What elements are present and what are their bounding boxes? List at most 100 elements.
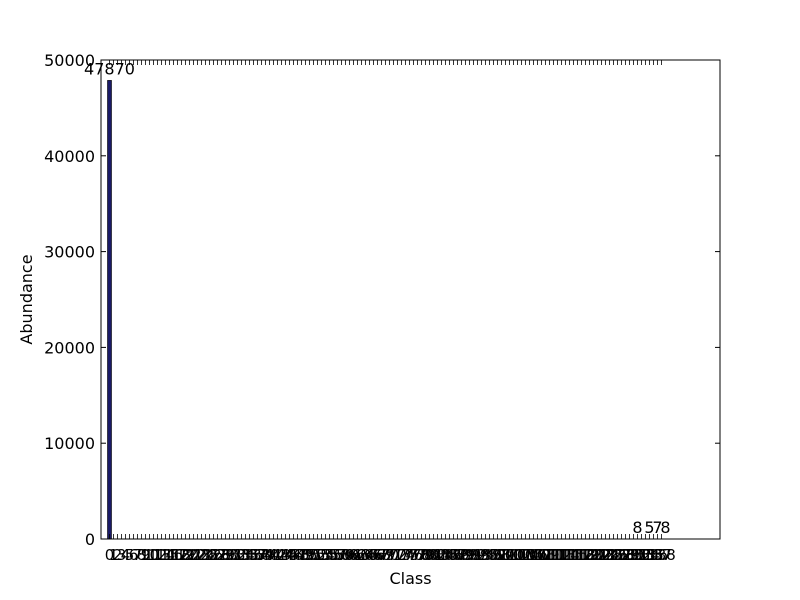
x-tick-label: 23	[192, 546, 211, 564]
x-tick-label: 103	[507, 546, 536, 564]
x-tick-label: 21	[184, 546, 203, 564]
x-tick-label: 43	[272, 546, 291, 564]
x-tick-label: 52	[308, 546, 327, 564]
x-tick-label: 17	[168, 546, 187, 564]
x-tick-label: 24	[196, 546, 215, 564]
x-tick-label: 120	[575, 546, 604, 564]
x-tick-label: 27	[208, 546, 227, 564]
x-tick-label: 41	[264, 546, 283, 564]
x-tick-label: 121	[579, 546, 608, 564]
y-tick-label: 30000	[44, 243, 95, 262]
x-tick-label: 13	[152, 546, 171, 564]
x-tick-label: 130	[615, 546, 644, 564]
x-tick-label: 108	[527, 546, 556, 564]
x-tick-label: 9	[141, 546, 151, 564]
x-tick-label: 22	[188, 546, 207, 564]
x-tick-label: 55	[320, 546, 339, 564]
x-tick-label: 29	[216, 546, 235, 564]
x-tick-label: 60	[340, 546, 359, 564]
x-tick-label: 126	[599, 546, 628, 564]
x-tick-label: 47	[288, 546, 307, 564]
x-tick-label: 109	[531, 546, 560, 564]
x-tick-label: 128	[607, 546, 636, 564]
x-tick-label: 16	[164, 546, 183, 564]
x-tick-label: 40	[260, 546, 279, 564]
x-tick-label: 42	[268, 546, 287, 564]
x-tick-label: 125	[595, 546, 624, 564]
x-tick-label: 111	[539, 546, 568, 564]
y-axis-label: Abundance	[17, 254, 36, 344]
x-tick-label: 74	[396, 546, 415, 564]
x-tick-label: 45	[280, 546, 299, 564]
x-tick-label: 113	[547, 546, 576, 564]
x-tick-label: 134	[631, 546, 660, 564]
x-tick-label: 114	[551, 546, 580, 564]
x-tick-label: 94	[476, 546, 495, 564]
x-tick-label: 116	[559, 546, 588, 564]
plot-frame	[100, 59, 721, 540]
x-tick-label: 117	[563, 546, 592, 564]
y-ticks: 0 10000 20000 30000 40000 50000	[44, 51, 720, 549]
x-tick-label: 54	[316, 546, 335, 564]
x-tick-label: 73	[392, 546, 411, 564]
x-tick-label: 137	[643, 546, 672, 564]
x-tick-label: 78	[412, 546, 431, 564]
x-tick-label: 80	[420, 546, 439, 564]
data-label: 8	[660, 518, 670, 537]
x-tick-label: 86	[444, 546, 463, 564]
x-tick-label: 81	[424, 546, 443, 564]
x-tick-label: 59	[336, 546, 355, 564]
x-tick-label: 135	[635, 546, 664, 564]
x-tick-label: 64	[356, 546, 375, 564]
x-tick-label: 2	[113, 546, 123, 564]
x-tick-label: 56	[324, 546, 343, 564]
x-tick-label: 7	[133, 546, 143, 564]
x-tick-label: 10	[140, 546, 159, 564]
x-tick-label: 69	[376, 546, 395, 564]
x-tick-label: 119	[571, 546, 600, 564]
x-tick-label: 15	[160, 546, 179, 564]
x-tick-label: 71	[384, 546, 403, 564]
x-tick-label: 133	[627, 546, 656, 564]
x-tick-label: 18	[172, 546, 191, 564]
x-tick-label: 129	[611, 546, 640, 564]
x-tick-label: 122	[583, 546, 612, 564]
x-tick-label: 105	[515, 546, 544, 564]
data-label: 5	[644, 518, 654, 537]
x-tick-label: 83	[432, 546, 451, 564]
x-tick-label: 93	[472, 546, 491, 564]
x-tick-label: 20	[180, 546, 199, 564]
x-tick-label: 138	[647, 546, 676, 564]
x-tick-label: 3	[117, 546, 127, 564]
x-tick-label: 49	[296, 546, 315, 564]
x-tick-label: 67	[368, 546, 387, 564]
x-tick-label: 30	[220, 546, 239, 564]
x-tick-label: 11	[144, 546, 163, 564]
x-tick-label: 100	[495, 546, 524, 564]
x-tick-label: 46	[284, 546, 303, 564]
y-tick-label: 40000	[44, 147, 95, 166]
bar	[107, 80, 112, 540]
x-tick-label: 96	[484, 546, 503, 564]
x-tick-label: 34	[236, 546, 255, 564]
x-tick-label: 77	[408, 546, 427, 564]
x-tick-label: 110	[535, 546, 564, 564]
x-tick-label: 127	[603, 546, 632, 564]
bars-group	[107, 80, 668, 540]
x-tick-label: 89	[456, 546, 475, 564]
x-tick-label: 107	[523, 546, 552, 564]
x-tick-label: 62	[348, 546, 367, 564]
x-tick-label: 124	[591, 546, 620, 564]
x-tick-label: 65	[360, 546, 379, 564]
x-tick-label: 88	[452, 546, 471, 564]
x-tick-label: 61	[344, 546, 363, 564]
data-labels: 47870 8 578	[84, 59, 671, 537]
x-tick-label: 53	[312, 546, 331, 564]
x-tick-label: 63	[352, 546, 371, 564]
x-tick-label: 5	[125, 546, 135, 564]
x-tick-label: 97	[488, 546, 507, 564]
x-tick-label: 98	[492, 546, 511, 564]
x-tick-label: 31	[224, 546, 243, 564]
x-tick-label: 95	[480, 546, 499, 564]
x-tick-label: 12	[148, 546, 167, 564]
